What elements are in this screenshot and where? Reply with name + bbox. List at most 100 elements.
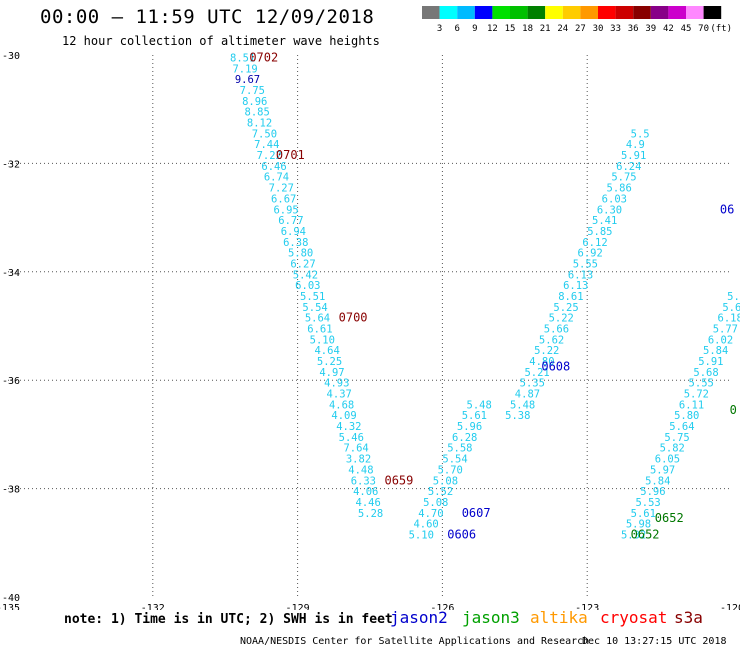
swh-value: 5.52 (428, 486, 453, 498)
swh-value: 9.67 (235, 74, 260, 86)
satellite-cryosat: cryosat (600, 608, 668, 627)
swh-value: 6.24 (616, 161, 641, 173)
legend-swatch (545, 6, 563, 19)
time-label: 0700 (339, 311, 368, 325)
swh-value: 5.10 (310, 334, 335, 346)
legend-swatch (510, 6, 528, 19)
time-label: 06 (720, 202, 734, 216)
time-label: 0606 (447, 527, 476, 541)
chart-subtitle: 12 hour collection of altimeter wave hei… (62, 34, 380, 48)
y-tick-label: -36 (2, 376, 20, 387)
swh-value: 5.53 (635, 497, 660, 509)
y-tick-label: -32 (2, 159, 20, 170)
legend-label: 70 (698, 24, 709, 34)
legend-label: 45 (681, 24, 692, 34)
time-label: 0652 (631, 527, 660, 541)
legend-swatch (703, 6, 722, 19)
swh-value: 4.70 (418, 508, 443, 520)
legend-swatch (422, 6, 440, 19)
swh-value: 6.28 (452, 432, 477, 444)
swh-value: 5.22 (534, 345, 559, 357)
footer-timestamp: Dec 10 13:27:15 UTC 2018 (582, 636, 727, 647)
legend-swatch (580, 6, 598, 19)
swh-value: 4.06 (353, 486, 378, 498)
legend-label: 18 (522, 24, 533, 34)
swh-value: 7.22 (257, 150, 282, 162)
swh-value: 6.61 (307, 324, 332, 336)
swh-value: 5.25 (317, 356, 342, 368)
legend-label: 33 (610, 24, 621, 34)
legend-swatch (562, 6, 581, 19)
swh-value: 8.85 (245, 107, 270, 119)
swh-value: 5.61 (462, 410, 487, 422)
legend-swatch (615, 6, 634, 19)
swh-value: 4.60 (413, 519, 438, 531)
legend-label: 3 (437, 24, 442, 34)
swh-value: 5.91 (698, 356, 723, 368)
swh-value: 5.54 (302, 302, 327, 314)
time-label: 0659 (384, 473, 413, 487)
satellite-s3a: s3a (674, 608, 703, 627)
time-label: 0 (730, 403, 737, 417)
legend-swatch (633, 6, 651, 19)
swh-value: 5.97 (650, 464, 675, 476)
swh-value: 7.27 (269, 183, 294, 195)
swh-value: 6.38 (283, 237, 308, 249)
swh-value: 6.03 (295, 280, 320, 292)
swh-value: 5.54 (442, 454, 467, 466)
swh-value: 5.66 (722, 302, 740, 314)
swh-value: 5.64 (669, 421, 694, 433)
swh-value: 6.77 (278, 215, 303, 227)
legend-label: 30 (593, 24, 604, 34)
swh-value: 4.48 (348, 464, 373, 476)
swh-value: 6.92 (578, 248, 603, 260)
swh-value: 4.93 (324, 378, 349, 390)
swh-value: 4.68 (329, 399, 354, 411)
swh-value: 4.37 (327, 389, 352, 401)
swh-value: 5.5 (631, 128, 650, 140)
x-tick-label: -135 (0, 603, 20, 610)
swh-value: 7.64 (343, 443, 368, 455)
swh-value: 5.22 (549, 313, 574, 325)
legend-label: 42 (663, 24, 674, 34)
swh-value: 8.51 (230, 53, 255, 65)
swh-value: 5.62 (539, 334, 564, 346)
legend-label: 15 (505, 24, 516, 34)
swh-value: 5.35 (520, 378, 545, 390)
legend-label: 39 (645, 24, 656, 34)
swh-value: 5.21 (524, 367, 549, 379)
swh-value: 5.25 (553, 302, 578, 314)
legend-label: 24 (557, 24, 568, 34)
swh-value: 5.80 (674, 410, 699, 422)
swh-value: 5.08 (433, 475, 458, 487)
x-tick-label: -126 (430, 603, 454, 610)
swh-value: 6.12 (582, 237, 607, 249)
swh-value: 5.85 (587, 226, 612, 238)
swh-value: 8.61 (558, 291, 583, 303)
swh-value: 4.9 (626, 139, 645, 151)
swh-value: 5.98 (626, 519, 651, 531)
y-tick-label: -34 (2, 268, 20, 279)
swh-value: 5.75 (611, 172, 636, 184)
satellite-altika: altika (530, 608, 588, 627)
swh-value: 6.46 (261, 161, 286, 173)
swh-value: 6.03 (602, 193, 627, 205)
swh-value: 5.48 (510, 399, 535, 411)
swh-value: 5.66 (544, 324, 569, 336)
swh-value: 5.28 (358, 508, 383, 520)
swh-value: 5.84 (703, 345, 728, 357)
swh-value: 5.38 (505, 410, 530, 422)
satellite-jason2: jason2 (390, 608, 448, 627)
swh-value: 5.61 (631, 508, 656, 520)
swh-value: 5.96 (457, 421, 482, 433)
time-label: 0608 (541, 359, 570, 373)
satellite-jason3: jason3 (462, 608, 520, 627)
legend-label: 12 (487, 24, 498, 34)
swh-value: 4.64 (314, 345, 339, 357)
time-label: 0701 (276, 148, 305, 162)
swh-value: 5.51 (300, 291, 325, 303)
swh-value: 6.13 (568, 269, 593, 281)
swh-value: 5.08 (423, 497, 448, 509)
swh-value: 6.33 (351, 475, 376, 487)
